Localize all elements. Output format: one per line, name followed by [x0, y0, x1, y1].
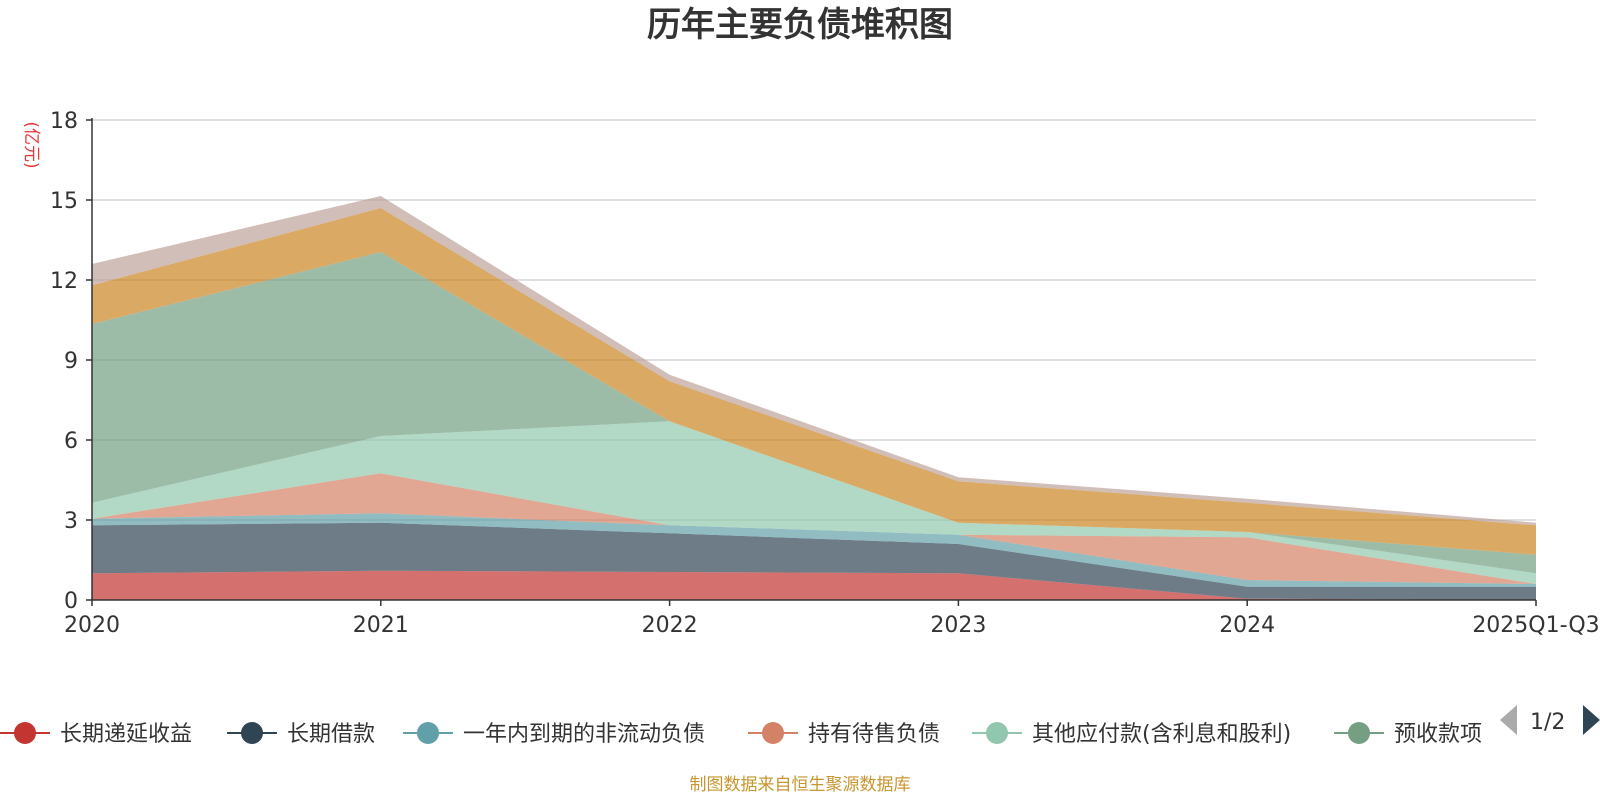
legend-next-icon[interactable]: [1583, 705, 1600, 735]
legend-item[interactable]: 持有待售负债: [748, 722, 940, 747]
area-series-5: [92, 421, 1536, 584]
legend-marker-icon: [417, 722, 439, 744]
x-tick-label: 2020: [64, 613, 120, 638]
x-tick-label: 2025Q1-Q3: [1472, 613, 1599, 638]
y-tick-label: 15: [50, 189, 78, 214]
x-tick-label: 2021: [353, 613, 409, 638]
area-series-3: [92, 513, 1536, 587]
legend-label: 预收款项: [1394, 722, 1482, 747]
chart-title: 历年主要负债堆积图: [647, 5, 953, 45]
legend-item[interactable]: 一年内到期的非流动负债: [403, 722, 705, 747]
legend-label: 长期递延收益: [60, 722, 192, 747]
y-tick-label: 3: [64, 509, 78, 534]
source-note: 制图数据来自恒生聚源数据库: [690, 775, 911, 795]
legend-label: 长期借款: [287, 722, 375, 747]
y-axis-unit: (亿元): [21, 121, 41, 168]
axes: 0 3 6 9 12 15 18 2020 2021 2022 2023 2024 2025Q1-Q3: [50, 109, 1600, 638]
legend: 长期递延收益 长期借款 一年内到期的非流动负债 持有待售负债 其他应付款(含利息和股利)…: [0, 722, 1482, 747]
y-tick-label: 12: [50, 269, 78, 294]
legend-item[interactable]: 预收款项: [1334, 722, 1482, 747]
legend-marker-icon: [1348, 722, 1370, 744]
legend-pager: 1/2: [1500, 705, 1600, 735]
x-tick-label: 2022: [642, 613, 698, 638]
y-tick-label: 18: [50, 109, 78, 134]
y-tick-label: 0: [64, 589, 78, 614]
legend-item[interactable]: 长期借款: [227, 722, 375, 747]
y-tick-label: 9: [64, 349, 78, 374]
area-series-2: [92, 522, 1536, 600]
legend-item[interactable]: 长期递延收益: [0, 722, 192, 747]
legend-marker-icon: [762, 722, 784, 744]
legend-label: 一年内到期的非流动负债: [463, 722, 705, 747]
legend-marker-icon: [14, 722, 36, 744]
legend-prev-icon[interactable]: [1500, 705, 1517, 735]
x-tick-label: 2024: [1219, 613, 1275, 638]
area-series-6: [92, 252, 1536, 574]
legend-marker-icon: [241, 722, 263, 744]
area-series: [92, 196, 1536, 600]
legend-label: 其他应付款(含利息和股利): [1032, 722, 1291, 747]
legend-label: 持有待售负债: [808, 722, 940, 747]
area-series-7: [92, 208, 1536, 555]
y-tick-label: 6: [64, 429, 78, 454]
legend-item[interactable]: 其他应付款(含利息和股利): [972, 722, 1291, 747]
area-series-4: [92, 473, 1536, 584]
x-tick-label: 2023: [930, 613, 986, 638]
legend-page-indicator: 1/2: [1530, 710, 1565, 735]
legend-marker-icon: [986, 722, 1008, 744]
area-series-1: [92, 570, 1536, 600]
